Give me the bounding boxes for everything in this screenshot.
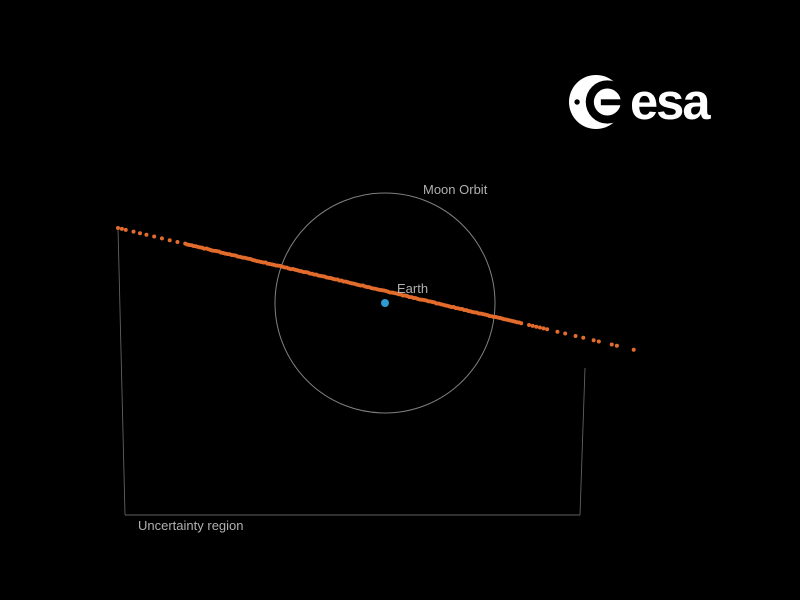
uncertainty-region-label: Uncertainty region [138,518,244,533]
esa-logo-text: esa [630,72,709,131]
earth-marker [381,299,389,307]
earth-label: Earth [397,281,428,296]
moon-orbit-label: Moon Orbit [423,182,488,197]
diagram-stage: Earth Moon Orbit Uncertainty region esa [0,0,800,600]
esa-logo: esa [568,72,709,131]
esa-logo-mark [568,74,624,130]
